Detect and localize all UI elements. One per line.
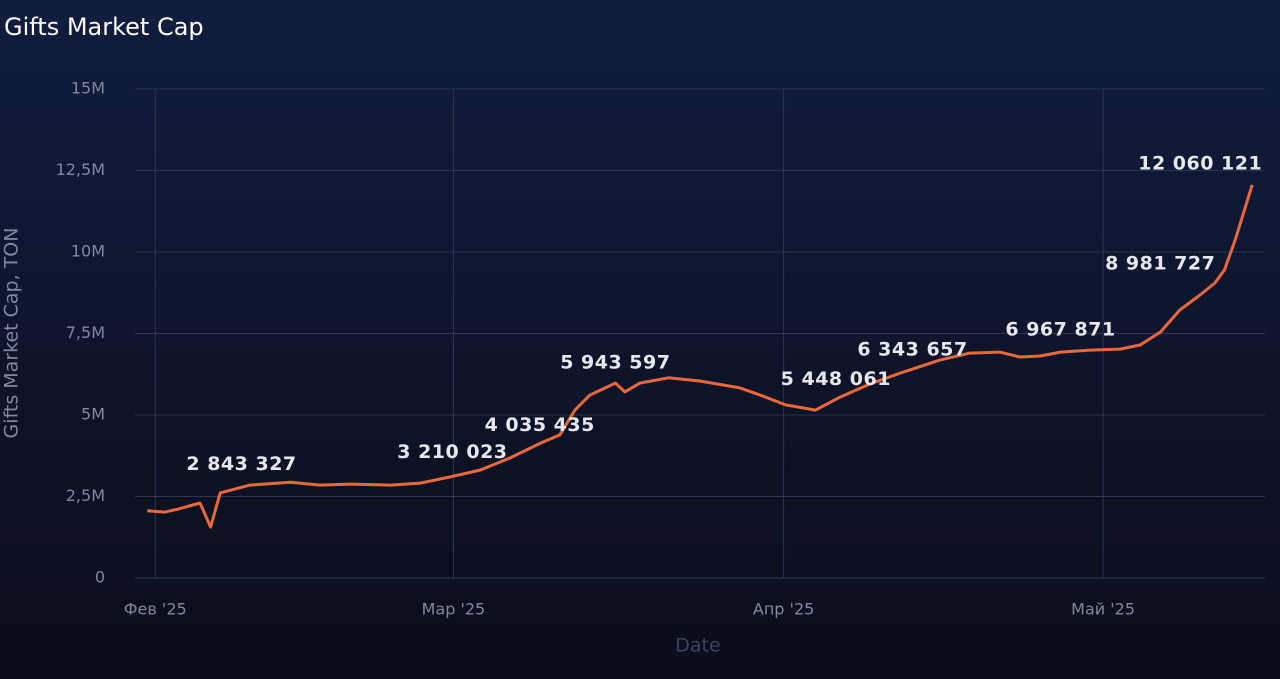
data-label: 8 981 727 — [1105, 253, 1215, 275]
data-label: 4 035 435 — [485, 414, 595, 436]
y-tick-label: 5M — [81, 405, 105, 424]
x-tick-label: Май '25 — [1071, 600, 1135, 619]
x-tick-label: Апр '25 — [753, 600, 814, 619]
data-label: 6 343 657 — [857, 339, 967, 361]
data-label: 12 060 121 — [1138, 152, 1262, 174]
y-axis-label: Gifts Market Cap, TON — [1, 228, 23, 439]
x-tick-label: Фев '25 — [124, 600, 187, 619]
data-label: 6 967 871 — [1005, 318, 1115, 340]
data-label: 3 210 023 — [397, 441, 507, 463]
y-tick-label: 7,5M — [66, 323, 105, 342]
x-axis-label: Date — [675, 635, 720, 657]
y-tick-label: 2,5M — [66, 486, 105, 505]
data-label: 5 943 597 — [560, 352, 670, 374]
data-label: 2 843 327 — [186, 453, 296, 475]
chart-title: Gifts Market Cap — [4, 13, 204, 41]
y-tick-label: 15M — [71, 79, 105, 98]
line — [147, 184, 1254, 529]
y-tick-label: 12,5M — [56, 160, 105, 179]
x-tick-label: Мар '25 — [422, 600, 486, 619]
y-tick-label: 0 — [95, 568, 105, 587]
data-label: 5 448 061 — [781, 368, 891, 390]
y-tick-label: 10M — [71, 242, 105, 261]
